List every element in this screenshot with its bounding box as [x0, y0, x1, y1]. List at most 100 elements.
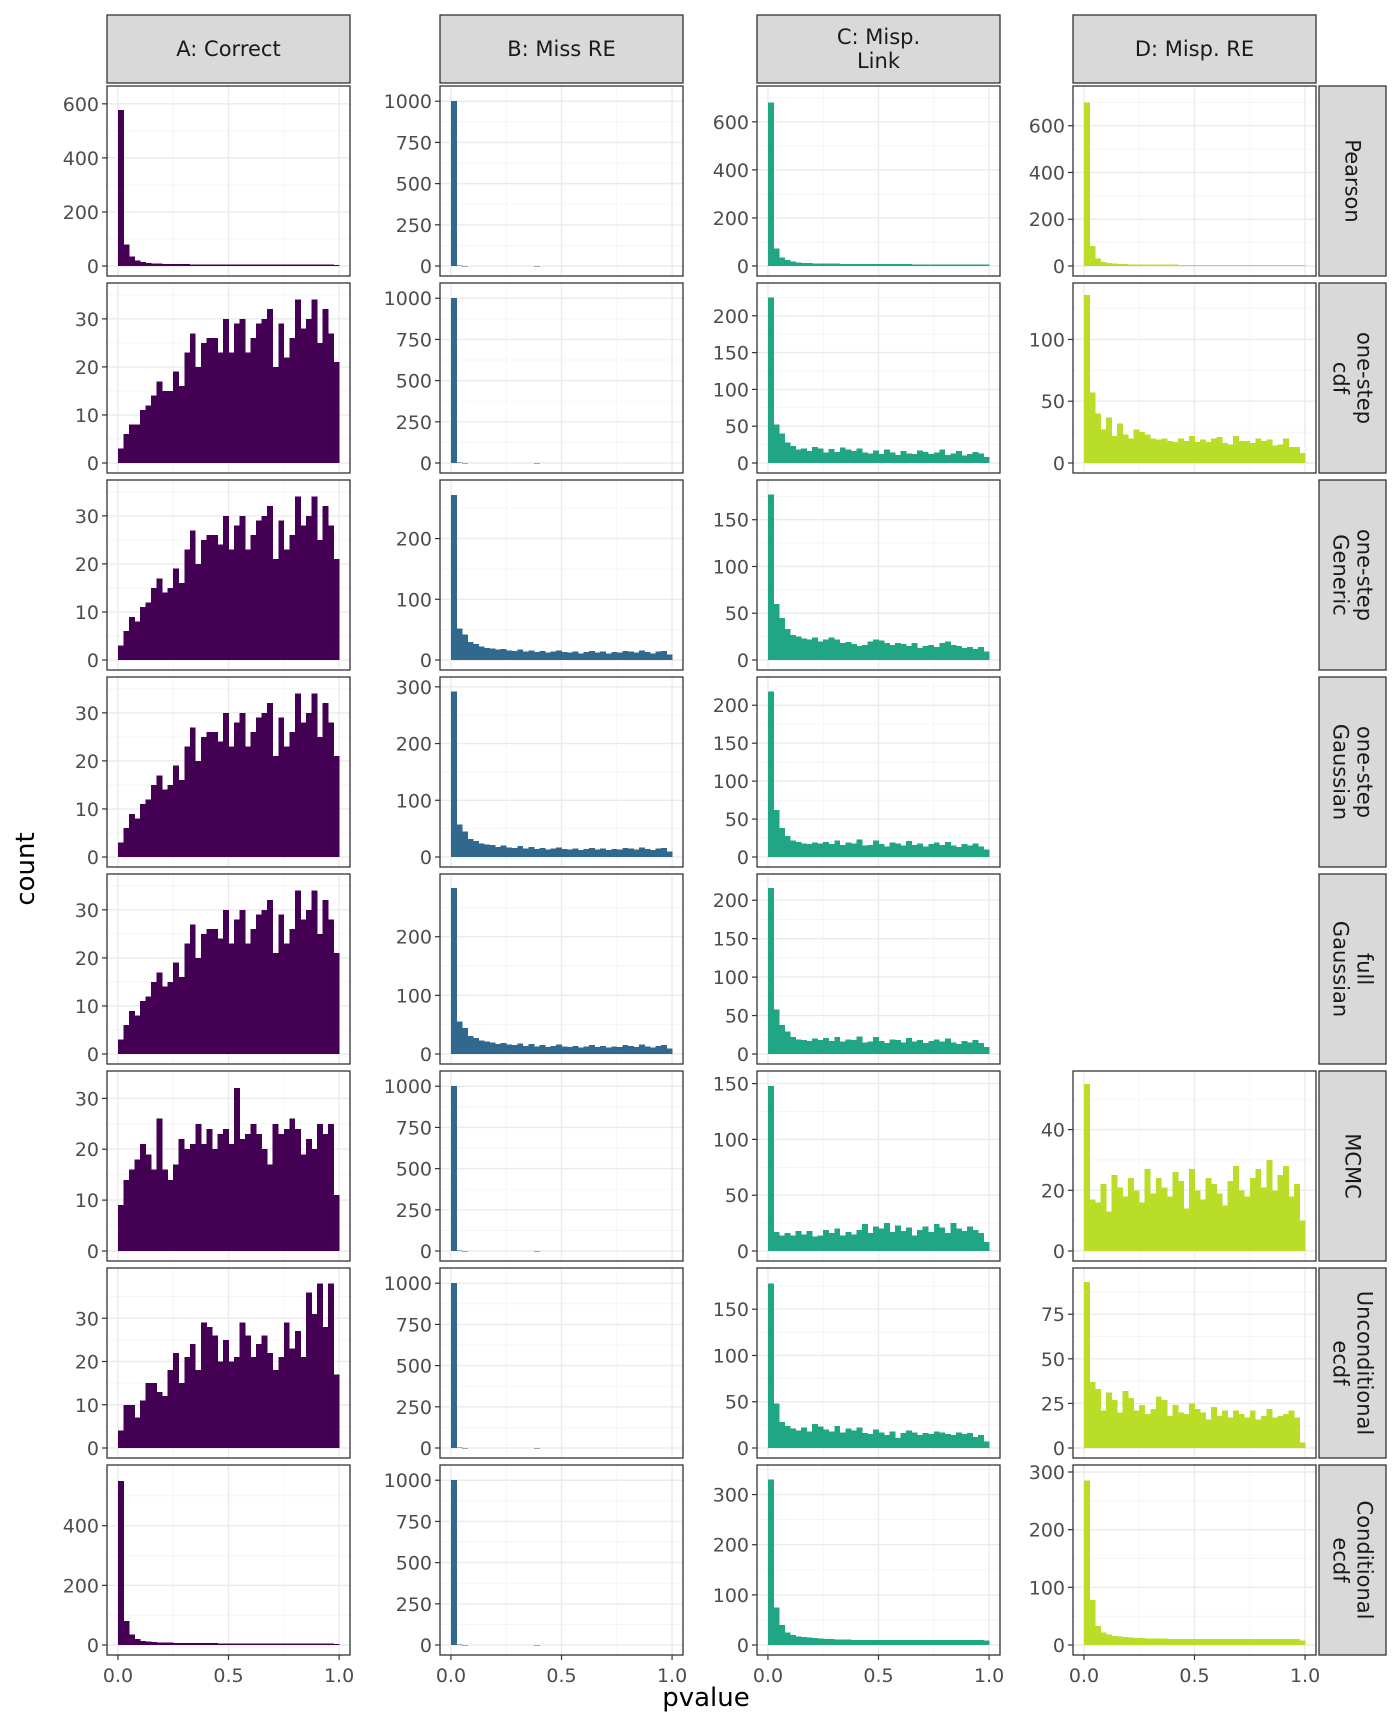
histogram-bar: [234, 323, 240, 463]
histogram-bar: [467, 1035, 474, 1054]
histogram-bar: [1177, 1181, 1184, 1251]
histogram-bar: [790, 1634, 796, 1645]
panel-7-2: 0 100 200 300 0.0 0.5 1.0: [713, 1464, 1004, 1687]
histogram-bar: [817, 448, 824, 463]
row-strip-background: [1318, 873, 1387, 1065]
histogram-bar: [267, 506, 274, 660]
histogram-bar: [278, 264, 285, 266]
histogram-bar: [206, 1128, 213, 1251]
histogram-bar: [489, 845, 496, 857]
histogram-bar: [173, 568, 180, 660]
histogram-bar: [1166, 440, 1173, 463]
y-tick-label: 500: [396, 1553, 432, 1575]
y-tick-label: 200: [63, 1575, 99, 1597]
histogram-bar: [333, 362, 340, 463]
histogram-bar: [900, 644, 907, 660]
histogram-bar: [1155, 439, 1162, 463]
histogram-bar: [1227, 264, 1234, 266]
histogram-bar: [195, 366, 202, 463]
histogram-bar: [261, 909, 268, 1054]
histogram-bar: [140, 410, 146, 463]
column-strip-background: [106, 14, 351, 84]
histogram-bar: [778, 257, 785, 266]
y-tick-label: 250: [396, 412, 432, 434]
panel-6-1: 0 250 500 750 1000: [384, 1267, 684, 1460]
histogram-bar: [567, 1046, 573, 1054]
histogram-bar: [1233, 1410, 1240, 1448]
histogram-bar: [1194, 1408, 1201, 1448]
histogram-bar: [861, 263, 868, 266]
histogram-bar: [845, 263, 852, 266]
histogram-bar: [856, 839, 863, 857]
histogram-bar: [812, 1637, 819, 1645]
histogram-bar: [972, 843, 979, 857]
histogram-bar: [178, 977, 185, 1054]
panel-6-0: 0 10 20 30: [75, 1267, 351, 1460]
y-tick-label: 0: [420, 1044, 432, 1066]
histogram-bar: [889, 1232, 896, 1251]
histogram-bar: [550, 1045, 557, 1054]
y-tick-label: 200: [63, 202, 99, 224]
histogram-bar: [256, 1133, 263, 1251]
y-tick-label: 0: [1053, 256, 1065, 278]
histogram-bar: [1211, 1406, 1218, 1448]
histogram-bar: [211, 338, 218, 463]
y-tick-label: 600: [713, 112, 749, 134]
histogram-bar: [305, 1139, 312, 1251]
histogram-bar: [211, 732, 218, 857]
histogram-bar: [1194, 441, 1201, 463]
histogram-bar: [178, 1383, 185, 1448]
histogram-bar: [239, 1643, 246, 1645]
histogram-bar: [456, 1250, 463, 1252]
histogram-bar: [589, 847, 596, 857]
histogram-bar: [884, 1435, 890, 1448]
histogram-bar: [1144, 434, 1151, 463]
histogram-bar: [1205, 264, 1212, 266]
histogram-bar: [234, 1088, 240, 1251]
histogram-bar: [955, 847, 962, 857]
histogram-bar: [950, 845, 957, 857]
histogram-bar: [867, 1041, 874, 1054]
histogram-bar: [239, 515, 246, 660]
panel-border: [439, 479, 684, 671]
histogram-bar: [806, 1637, 813, 1645]
histogram-bar: [944, 264, 951, 266]
histogram-bar: [1183, 440, 1190, 463]
histogram-bar: [173, 264, 180, 266]
histogram-bar: [1177, 438, 1184, 463]
histogram-bar: [1083, 1480, 1090, 1645]
histogram-bar: [1183, 1208, 1190, 1251]
histogram-bar: [234, 1643, 240, 1645]
panel-border: [106, 479, 351, 671]
y-tick-label: 150: [713, 510, 749, 532]
histogram-bar: [123, 244, 130, 266]
histogram-bar: [189, 924, 196, 1054]
histogram-bar: [950, 453, 957, 463]
histogram-bar: [884, 264, 890, 266]
histogram-bar: [228, 264, 235, 266]
histogram-bar: [1094, 258, 1101, 266]
histogram-bar: [117, 1430, 124, 1448]
histogram-bar: [878, 1040, 885, 1054]
row-strip-background: [1318, 1464, 1387, 1656]
histogram-bar: [900, 845, 907, 857]
histogram-bar: [966, 1433, 973, 1448]
histogram-bar: [450, 691, 457, 857]
histogram-bar: [944, 1639, 951, 1645]
histogram-bar: [895, 1639, 902, 1645]
histogram-bar: [616, 652, 623, 660]
histogram-bar: [256, 520, 263, 660]
histogram-bar: [928, 1434, 935, 1448]
histogram-bar: [1133, 1638, 1140, 1645]
histogram-bar: [867, 264, 874, 266]
histogram-bar: [1288, 1196, 1295, 1251]
histogram-bar: [178, 386, 185, 463]
histogram-bar: [206, 264, 213, 266]
histogram-bar: [1100, 429, 1107, 463]
histogram-bar: [261, 1335, 268, 1448]
histogram-bar: [889, 1039, 896, 1054]
histogram-bar: [884, 1043, 890, 1054]
y-tick-label: 200: [713, 208, 749, 230]
row-strip-label-line: Pearson: [1341, 139, 1365, 222]
